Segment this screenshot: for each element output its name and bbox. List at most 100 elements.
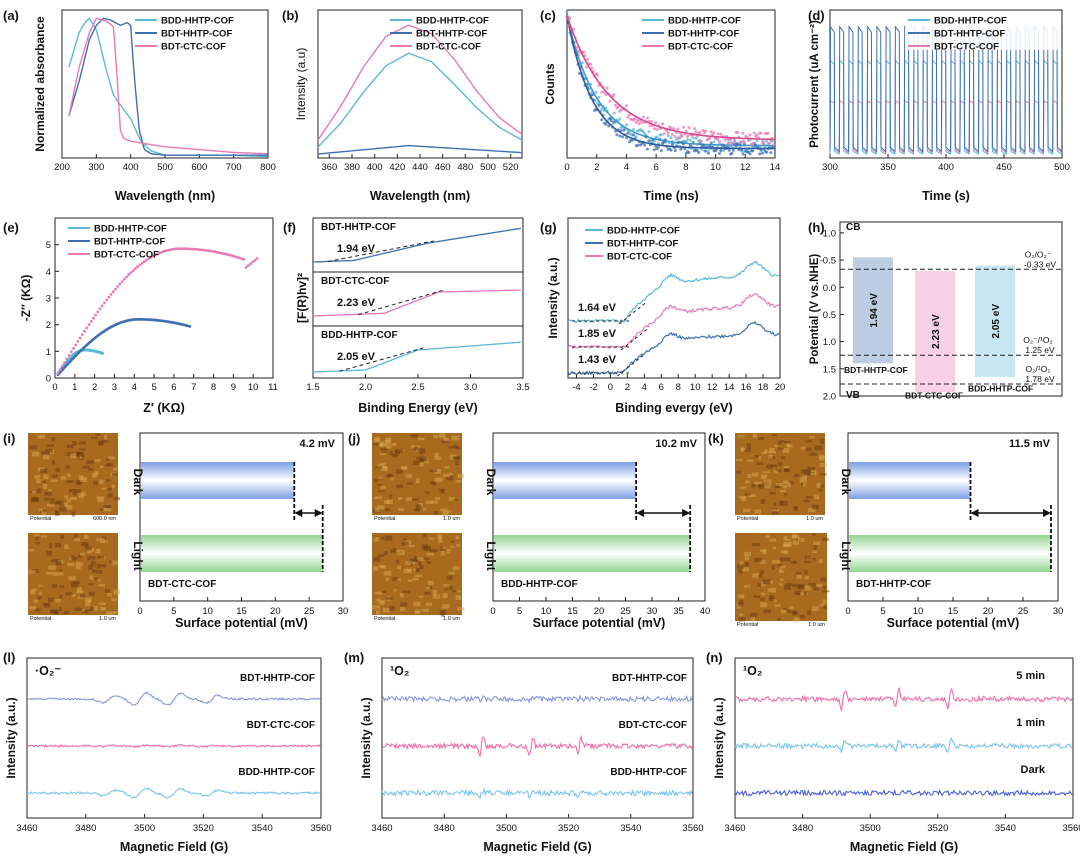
afm-texture [381,591,387,594]
y-axis-label: Intensity (a.u.) [546,257,560,338]
chart-a: (a) 200 300 400 500 600 700 800 Wavelength (nm) N… [3,8,276,203]
legend-entry: BDD-HHTP-COF [416,16,489,27]
data-point [586,57,590,61]
afm-texture [445,510,452,513]
afm-texture [787,482,792,488]
afm-texture [109,560,113,564]
arrow-head [970,509,979,517]
afm-texture [59,594,63,599]
data-point [693,127,697,131]
x-tick-label: 14 [770,162,781,173]
data-point [207,249,210,253]
data-point [706,149,710,153]
data-point [198,248,202,252]
data-point [253,258,257,262]
afm-texture [765,535,771,539]
afm-texture [392,576,398,581]
afm-texture [407,579,413,583]
data-point [700,139,703,143]
afm-texture [822,537,829,542]
afm-texture [386,570,392,576]
x-tick-label: 3520 [193,823,214,834]
x-tick-label: 3460 [371,823,392,834]
x-tick-label: -2 [589,382,597,393]
afm-texture [783,550,788,555]
data-point [231,254,235,258]
series-line [317,144,523,155]
afm-texture [373,566,379,571]
data-point [215,250,219,254]
afm-texture [783,465,790,469]
afm-texture [374,438,380,443]
afm-texture [769,538,777,542]
chart-l: (l) 3460 3480 3500 3520 3540 3560 Magnetic Fiel… [3,650,332,854]
afm-texture [819,603,825,607]
data-point [101,352,104,355]
afm-texture [84,544,89,548]
afm-texture [378,536,385,540]
afm-texture [750,617,755,622]
afm-texture [813,587,819,591]
legend-entry: BDD-HHTP-COF [668,16,741,27]
data-point [672,127,676,130]
data-point [600,90,604,94]
afm-texture [446,475,454,481]
afm-texture [413,601,421,607]
data-point [105,298,109,302]
x-tick-label: 360 [321,162,337,173]
data-point [683,147,687,151]
afm-texture [50,479,58,482]
afm-texture [86,460,94,465]
afm-texture [79,553,85,556]
afm-texture [791,610,798,615]
data-point [680,134,684,138]
x-tick-label: 0 [52,382,57,393]
afm-texture [41,511,46,516]
afm-texture [101,487,107,490]
afm-texture [451,435,460,441]
afm-texture [396,549,400,553]
afm-texture [374,508,381,512]
afm-texture [57,500,64,505]
afm-texture [784,468,790,472]
afm-texture [91,569,97,573]
y-tick-label: -0.5 [820,256,836,267]
data-point [180,247,184,251]
afm-texture [107,593,113,597]
afm-texture [455,446,461,450]
data-point [723,138,727,142]
legend-entry: BDT-CTC-COF [416,42,481,53]
afm-texture [745,480,750,484]
x-tick-label: 7 [191,382,196,393]
afm-texture [811,606,819,611]
afm-texture [738,569,743,574]
afm-texture [389,605,396,611]
x-tick-label: 10 [248,382,259,393]
x-tick-label: 3500 [134,823,155,834]
afm-texture [783,441,791,444]
legend-entry: BDT-HHTP-COF [934,29,1005,40]
afm-texture [385,596,393,600]
data-point [730,151,734,155]
afm-texture [739,486,747,489]
x-tick-label: 500 [480,162,496,173]
data-point [748,152,752,156]
data-point [647,130,651,134]
x-axis-label: Magnetic Field (G) [483,840,591,854]
series-line [317,52,523,148]
tangent-line [339,347,424,372]
afm-texture [446,548,451,554]
afm-texture [799,614,805,619]
data-point [246,264,250,267]
series-line [26,787,321,799]
data-point [731,148,735,152]
chart-c: (c) 0 2 4 6 8 10 12 14 Time (ns) Counts BDD-HHTP-CO… [540,8,780,203]
afm-texture [96,496,105,500]
afm-texture [101,440,109,443]
afm-texture [411,560,416,565]
panel-label: (f) [283,220,296,235]
x-tick-label: 8 [683,162,688,173]
data-point [584,65,588,69]
afm-texture [31,497,39,503]
species-label: ·O₂⁻ [35,664,61,678]
